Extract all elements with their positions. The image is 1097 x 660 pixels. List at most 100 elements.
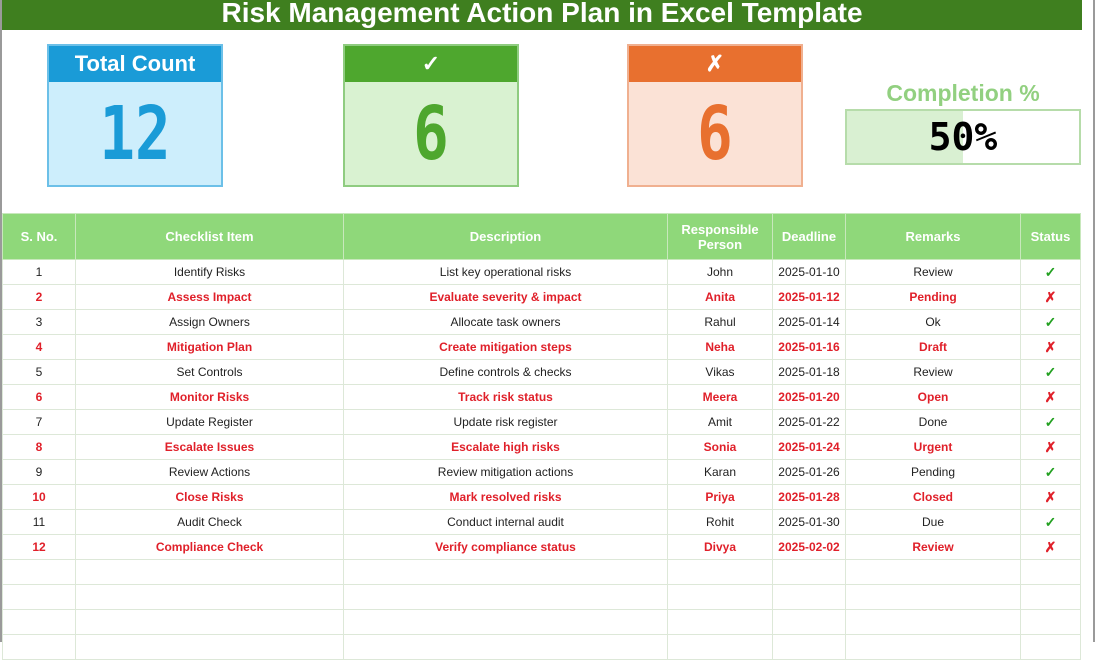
table-cell[interactable]: Identify Risks (75, 259, 344, 285)
table-cell[interactable]: Sonia (667, 434, 773, 460)
table-cell[interactable]: Escalate high risks (343, 434, 668, 460)
table-cell[interactable]: Vikas (667, 359, 773, 385)
empty-cell[interactable] (1020, 559, 1081, 585)
table-cell[interactable]: 2 (2, 284, 76, 310)
table-cell[interactable]: Mark resolved risks (343, 484, 668, 510)
table-cell[interactable]: Rohit (667, 509, 773, 535)
empty-cell[interactable] (2, 559, 76, 585)
column-header[interactable]: Status (1020, 213, 1081, 260)
empty-cell[interactable] (2, 609, 76, 635)
table-cell[interactable]: 7 (2, 409, 76, 435)
table-cell[interactable]: Karan (667, 459, 773, 485)
empty-cell[interactable] (772, 559, 846, 585)
table-cell[interactable]: Rahul (667, 309, 773, 335)
column-header[interactable]: Remarks (845, 213, 1021, 260)
status-check-icon[interactable]: ✓ (1020, 409, 1081, 435)
empty-cell[interactable] (772, 634, 846, 660)
table-cell[interactable]: 2025-01-12 (772, 284, 846, 310)
table-cell[interactable]: Close Risks (75, 484, 344, 510)
table-cell[interactable]: Priya (667, 484, 773, 510)
status-check-icon[interactable]: ✓ (1020, 459, 1081, 485)
table-cell[interactable]: Open (845, 384, 1021, 410)
status-cross-icon[interactable]: ✗ (1020, 384, 1081, 410)
table-cell[interactable]: Review (845, 259, 1021, 285)
empty-cell[interactable] (845, 634, 1021, 660)
table-cell[interactable]: Anita (667, 284, 773, 310)
table-cell[interactable]: Conduct internal audit (343, 509, 668, 535)
table-cell[interactable]: Amit (667, 409, 773, 435)
table-cell[interactable]: John (667, 259, 773, 285)
empty-cell[interactable] (75, 559, 344, 585)
column-header[interactable]: Description (343, 213, 668, 260)
table-cell[interactable]: Verify compliance status (343, 534, 668, 560)
table-cell[interactable]: Update Register (75, 409, 344, 435)
table-cell[interactable]: 2025-02-02 (772, 534, 846, 560)
table-cell[interactable]: Done (845, 409, 1021, 435)
status-cross-icon[interactable]: ✗ (1020, 534, 1081, 560)
table-cell[interactable]: 2025-01-30 (772, 509, 846, 535)
empty-cell[interactable] (667, 634, 773, 660)
table-cell[interactable]: Review mitigation actions (343, 459, 668, 485)
table-cell[interactable]: Meera (667, 384, 773, 410)
empty-cell[interactable] (772, 609, 846, 635)
table-cell[interactable]: List key operational risks (343, 259, 668, 285)
empty-cell[interactable] (772, 584, 846, 610)
table-cell[interactable]: Compliance Check (75, 534, 344, 560)
empty-cell[interactable] (75, 634, 344, 660)
empty-cell[interactable] (343, 609, 668, 635)
status-check-icon[interactable]: ✓ (1020, 359, 1081, 385)
table-cell[interactable]: Track risk status (343, 384, 668, 410)
table-cell[interactable]: Set Controls (75, 359, 344, 385)
table-cell[interactable]: Mitigation Plan (75, 334, 344, 360)
table-cell[interactable]: 10 (2, 484, 76, 510)
table-cell[interactable]: 3 (2, 309, 76, 335)
table-cell[interactable]: Escalate Issues (75, 434, 344, 460)
table-cell[interactable]: 2025-01-24 (772, 434, 846, 460)
table-cell[interactable]: Divya (667, 534, 773, 560)
status-cross-icon[interactable]: ✗ (1020, 484, 1081, 510)
table-cell[interactable]: Neha (667, 334, 773, 360)
table-cell[interactable]: 4 (2, 334, 76, 360)
table-cell[interactable]: Due (845, 509, 1021, 535)
table-cell[interactable]: 2025-01-10 (772, 259, 846, 285)
empty-cell[interactable] (1020, 609, 1081, 635)
empty-cell[interactable] (2, 634, 76, 660)
empty-cell[interactable] (343, 559, 668, 585)
empty-cell[interactable] (343, 634, 668, 660)
empty-cell[interactable] (845, 584, 1021, 610)
table-cell[interactable]: 2025-01-20 (772, 384, 846, 410)
status-check-icon[interactable]: ✓ (1020, 259, 1081, 285)
table-cell[interactable]: 8 (2, 434, 76, 460)
empty-cell[interactable] (75, 609, 344, 635)
table-cell[interactable]: 2025-01-22 (772, 409, 846, 435)
table-cell[interactable]: Review (845, 359, 1021, 385)
table-cell[interactable]: Closed (845, 484, 1021, 510)
table-cell[interactable]: 1 (2, 259, 76, 285)
table-cell[interactable]: Update risk register (343, 409, 668, 435)
table-cell[interactable]: 9 (2, 459, 76, 485)
table-cell[interactable]: Monitor Risks (75, 384, 344, 410)
table-cell[interactable]: 2025-01-14 (772, 309, 846, 335)
column-header[interactable]: Checklist Item (75, 213, 344, 260)
table-cell[interactable]: Ok (845, 309, 1021, 335)
table-cell[interactable]: Review Actions (75, 459, 344, 485)
status-check-icon[interactable]: ✓ (1020, 309, 1081, 335)
table-cell[interactable]: 12 (2, 534, 76, 560)
table-cell[interactable]: Pending (845, 284, 1021, 310)
column-header[interactable]: Deadline (772, 213, 846, 260)
status-cross-icon[interactable]: ✗ (1020, 284, 1081, 310)
table-cell[interactable]: 5 (2, 359, 76, 385)
table-cell[interactable]: Assign Owners (75, 309, 344, 335)
table-cell[interactable]: 11 (2, 509, 76, 535)
column-header[interactable]: S. No. (2, 213, 76, 260)
empty-cell[interactable] (667, 559, 773, 585)
status-cross-icon[interactable]: ✗ (1020, 334, 1081, 360)
table-cell[interactable]: Audit Check (75, 509, 344, 535)
empty-cell[interactable] (667, 609, 773, 635)
table-cell[interactable]: Urgent (845, 434, 1021, 460)
empty-cell[interactable] (667, 584, 773, 610)
column-header[interactable]: Responsible Person (667, 213, 773, 260)
table-cell[interactable]: Define controls & checks (343, 359, 668, 385)
table-cell[interactable]: Allocate task owners (343, 309, 668, 335)
empty-cell[interactable] (1020, 584, 1081, 610)
